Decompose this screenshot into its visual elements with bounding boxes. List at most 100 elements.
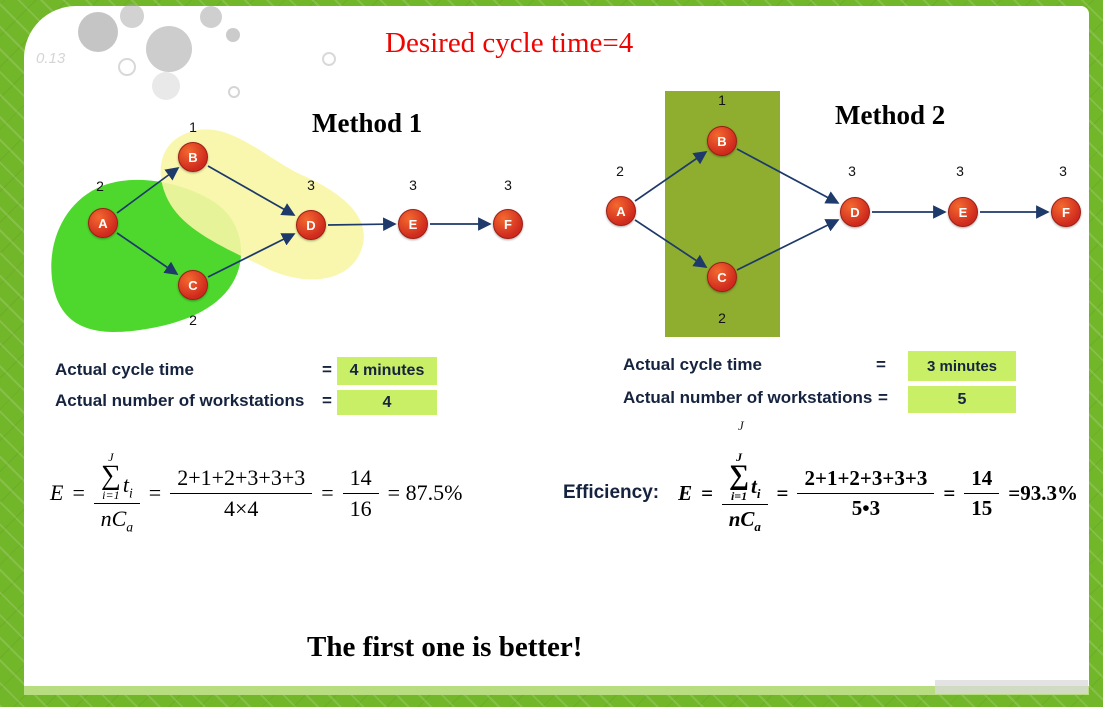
node-e-label: E (958, 204, 968, 220)
arrow-c-d (736, 219, 840, 271)
m1-formula-eq1: = (72, 480, 85, 505)
task-time-f: 3 (504, 177, 512, 193)
m2-formula-eq2: = (776, 480, 789, 505)
m2-workstations-label: Actual number of workstations (623, 388, 873, 407)
m2-cycle-time-equals: = (876, 355, 886, 374)
m1-formula-E: E (50, 480, 64, 505)
m1-formula-frac-sums: 2+1+2+3+3+3 4×4 (170, 465, 313, 521)
sum-term-sub: i (128, 485, 133, 501)
m1-cycle-time-equals: = (322, 360, 332, 379)
den-nc: nC (728, 506, 755, 531)
slide-title: Desired cycle time=4 (385, 27, 634, 59)
m1-formula-frac-sigma: J ∑ i=1 ti nCa (93, 449, 140, 536)
node-e: E (948, 197, 978, 227)
m2-nc-product: 5•3 (851, 495, 881, 520)
node-c: C (707, 262, 737, 292)
m1-workstations-equals: = (322, 391, 332, 410)
m2-cycle-time-value: 3 minutes (908, 351, 1016, 381)
node-c-label: C (188, 277, 198, 293)
bubble-decoration (78, 12, 118, 52)
node-f: F (1051, 197, 1081, 227)
bubble-decoration (322, 52, 336, 66)
m2-frac-den: 15 (971, 495, 993, 520)
sum-upper-limit: J (736, 450, 743, 465)
m1-workstations-label: Actual number of workstations (55, 391, 305, 410)
m2-efficiency-formula: Efficiency: E = J ∑ i=1 ti nCa = 2+1+2+3… (563, 443, 1078, 543)
m2-workstations-equals: = (878, 388, 888, 407)
sum-upper-limit: J (108, 449, 114, 464)
arrow-d-e (327, 217, 397, 231)
node-a-label: A (616, 203, 626, 219)
m1-cycle-time-label: Actual cycle time (55, 360, 194, 379)
method1-diagram: 2 1 2 3 3 3 A B C D E F (40, 118, 560, 353)
m1-nc-product: 4×4 (224, 495, 259, 521)
node-b: B (707, 126, 737, 156)
m1-formula-den: nCa (101, 504, 134, 535)
sum-term-t: t (122, 472, 129, 498)
node-a: A (606, 196, 636, 226)
sigma-icon: ∑ (100, 459, 121, 491)
den-nc: nC (100, 506, 127, 532)
slide-paper (24, 6, 1089, 688)
den-sub-a: a (126, 519, 134, 535)
node-f-label: F (1062, 204, 1070, 220)
node-e-label: E (408, 216, 418, 232)
sum-term-sub: i (756, 485, 761, 501)
node-b: B (178, 142, 208, 172)
bubble-decoration (200, 6, 222, 28)
m1-workstations-value: 4 (337, 390, 437, 415)
den-sub-a: a (754, 518, 761, 534)
bubble-decoration (228, 86, 240, 98)
bubble-decoration (118, 58, 136, 76)
bubble-decoration (152, 72, 180, 100)
m2-formula-result: =93.3% (1008, 480, 1079, 505)
bottom-accent-strip (24, 686, 1089, 695)
m2-cycle-time-label: Actual cycle time (623, 355, 762, 374)
m2-formula-E: E (678, 480, 693, 505)
task-time-b: 1 (718, 92, 726, 108)
sum-lower-limit: i=1 (730, 488, 748, 503)
task-time-f: 3 (1059, 163, 1067, 179)
m2-formula-frac-result: 14 15 (964, 466, 1000, 520)
task-time-e: 3 (409, 177, 417, 193)
m1-formula-eq3: = (321, 480, 334, 505)
method2-heading: Method 2 (835, 100, 946, 130)
arrow-a-c (116, 232, 179, 275)
m1-task-sum: 2+1+2+3+3+3 (170, 465, 313, 494)
arrow-b-d (736, 148, 840, 204)
bubble-decoration (120, 4, 144, 28)
m2-formula-frac-sigma: J ∑ i=1 ti nCa (722, 450, 768, 535)
stray-mark: J (738, 418, 744, 433)
arrow-a-c (634, 219, 708, 268)
m1-formula-frac-result: 14 16 (342, 465, 379, 521)
method2-diagram: 2 1 2 3 3 3 A B C D E F (585, 85, 1100, 350)
task-time-d: 3 (848, 163, 856, 179)
bubble-decoration (226, 28, 240, 42)
m1-formula-eq2: = (148, 480, 162, 505)
node-c: C (178, 270, 208, 300)
workstation2-yellow-blob (160, 129, 364, 280)
node-d: D (840, 197, 870, 227)
node-c-label: C (717, 269, 727, 285)
sum-term: ti (751, 474, 760, 502)
task-time-a: 2 (96, 178, 104, 194)
node-a: A (88, 208, 118, 238)
task-time-a: 2 (616, 163, 624, 179)
m2-formula-eq1: = (701, 480, 714, 505)
node-a-label: A (98, 215, 108, 231)
node-f-label: F (504, 216, 512, 232)
efficiency-label: Efficiency: (563, 482, 660, 503)
m2-formula-frac-sums: 2+1+2+3+3+3 5•3 (797, 466, 935, 520)
task-time-b: 1 (189, 119, 197, 135)
arrow-a-b (634, 151, 708, 202)
m2-frac-num: 14 (964, 466, 1000, 494)
arrow-a-b (116, 166, 180, 214)
sum-term-t: t (751, 473, 757, 498)
watermark-text: 0.13 (36, 50, 66, 67)
node-b-label: B (188, 149, 198, 165)
sum-term: ti (123, 472, 133, 501)
m2-formula-eq3: = (943, 480, 956, 505)
node-d: D (296, 210, 326, 240)
node-d-label: D (306, 217, 316, 233)
